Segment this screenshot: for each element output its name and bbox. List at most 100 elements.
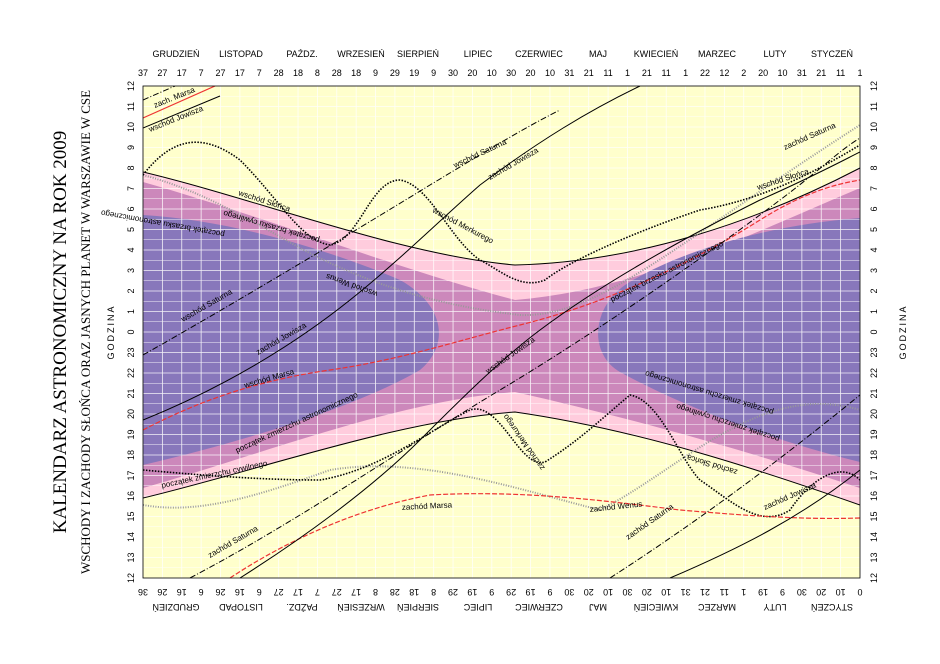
plot-area: [143, 86, 860, 578]
hour-tick-label: 6: [869, 206, 879, 211]
day-tick-label: 9: [489, 587, 494, 597]
hour-tick-label: 8: [126, 165, 136, 170]
hour-tick-label: 3: [869, 268, 879, 273]
day-tick-label: 8: [373, 587, 378, 597]
hour-tick-label: 22: [126, 368, 136, 378]
day-tick-label: 26: [216, 587, 226, 597]
month-label: MARZEC: [698, 602, 737, 612]
day-tick-label: 21: [642, 68, 652, 78]
day-tick-label: 8: [431, 587, 436, 597]
month-label: CZERWIEC: [515, 49, 563, 59]
month-label: STYCZEŃ: [811, 602, 853, 612]
day-tick-label: 31: [564, 68, 574, 78]
day-tick-label: 29: [448, 587, 458, 597]
day-tick-label: 6: [199, 587, 204, 597]
day-tick-label: 27: [216, 68, 226, 78]
day-tick-label: 16: [177, 587, 187, 597]
day-tick-label: 1: [625, 68, 630, 78]
hour-tick-label: 15: [869, 511, 879, 521]
day-tick-label: 27: [157, 68, 167, 78]
day-tick-label: 17: [351, 587, 361, 597]
day-tick-label: 11: [603, 68, 612, 78]
day-tick-label: 8: [315, 68, 320, 78]
day-tick-label: 1: [683, 68, 688, 78]
hour-tick-label: 18: [126, 450, 136, 460]
month-label: MAJ: [589, 49, 607, 59]
month-label: LISTOPAD: [219, 602, 263, 612]
day-axis-top: 37 27 17 7 27 17 7 28 18 8 28 18 9 29 19 9 30 20 10 30 20 10 3…: [138, 68, 863, 78]
hour-tick-label: 4: [869, 247, 879, 252]
day-tick-label: 31: [797, 68, 807, 78]
jupiter-rise-line-top: [143, 95, 221, 129]
plot-border: [142, 85, 861, 579]
hour-tick-label: 23: [869, 347, 879, 357]
month-label: LIPIEC: [463, 602, 492, 612]
hour-tick-label: 9: [126, 145, 136, 150]
day-tick-label: 28: [274, 68, 284, 78]
day-tick-label: 20: [642, 587, 652, 597]
hour-tick-label: 15: [126, 511, 136, 521]
hour-tick-label: 11: [869, 102, 879, 111]
day-tick-label: 27: [274, 587, 284, 597]
day-tick-label: 10: [661, 587, 671, 597]
day-tick-label: 20: [467, 68, 477, 78]
hour-tick-label: 14: [869, 532, 879, 542]
month-label: LUTY: [763, 49, 786, 59]
day-tick-label: 10: [777, 68, 787, 78]
day-tick-label: 18: [293, 68, 303, 78]
hour-tick-label: 10: [126, 122, 136, 132]
day-tick-label: 10: [603, 587, 613, 597]
hour-tick-label: 9: [869, 145, 879, 150]
day-tick-label: 19: [409, 68, 419, 78]
hour-tick-label: 13: [869, 552, 879, 562]
month-label: KWIECIEŃ: [634, 602, 679, 612]
hour-tick-label: 12: [126, 573, 136, 583]
page-subtitle: WSCHODY I ZACHODY SŁOŃCA ORAZ JASNYCH PL…: [78, 90, 93, 574]
day-tick-label: 20: [816, 587, 826, 597]
hour-tick-label: 12: [869, 573, 879, 583]
hour-tick-label: 16: [869, 491, 879, 501]
day-tick-label: 0: [857, 587, 862, 597]
day-tick-label: 17: [293, 587, 303, 597]
day-tick-label: 6: [257, 587, 262, 597]
venus-rise-line: [143, 124, 860, 317]
hour-tick-label: 12: [126, 81, 136, 91]
day-tick-label: 21: [700, 587, 710, 597]
night-region-right: [598, 218, 860, 462]
grid: [143, 86, 860, 578]
day-tick-label: 20: [584, 587, 594, 597]
mars-set-line-top: [143, 86, 216, 119]
hour-tick-label: 17: [126, 470, 136, 480]
hour-axis-title-left: GODZINA: [106, 304, 116, 359]
hour-tick-label: 20: [869, 409, 879, 419]
hour-tick-label: 4: [126, 247, 136, 252]
hour-tick-label: 19: [869, 429, 879, 439]
hour-tick-label: 23: [126, 347, 136, 357]
day-tick-label: 21: [584, 68, 594, 78]
day-tick-label: 26: [157, 587, 167, 597]
jupiter-rise-line: [143, 86, 641, 421]
day-tick-label: 29: [506, 587, 516, 597]
day-tick-label: 16: [235, 587, 245, 597]
month-label: CZERWIEC: [515, 602, 563, 612]
month-label: GRUDZIEŃ: [153, 49, 200, 59]
day-tick-label: 1: [741, 587, 746, 597]
day-tick-label: 2: [741, 68, 746, 78]
month-label: KWIECIEŃ: [634, 49, 679, 59]
day-tick-label: 10: [545, 68, 555, 78]
day-tick-label: 18: [351, 68, 361, 78]
mars-set-line: [229, 493, 860, 578]
day-tick-label: 17: [235, 68, 245, 78]
jupiter-rise-line-bottom: [669, 469, 860, 578]
month-label: GRUDZIEŃ: [153, 602, 200, 612]
hour-tick-label: 16: [126, 491, 136, 501]
day-tick-label: 28: [390, 587, 400, 597]
label-mars-set: zachód Marsa: [402, 500, 453, 512]
day-axis-bottom: 36 26 16 6 26 16 6 27 17 7 27 17 8 28 18 8 29 19 9 29 19 9 30 2…: [138, 587, 863, 597]
saturn-rise-line-top: [143, 86, 176, 101]
day-tick-label: 29: [390, 68, 400, 78]
day-tick-label: 12: [719, 68, 729, 78]
day-tick-label: 9: [373, 68, 378, 78]
